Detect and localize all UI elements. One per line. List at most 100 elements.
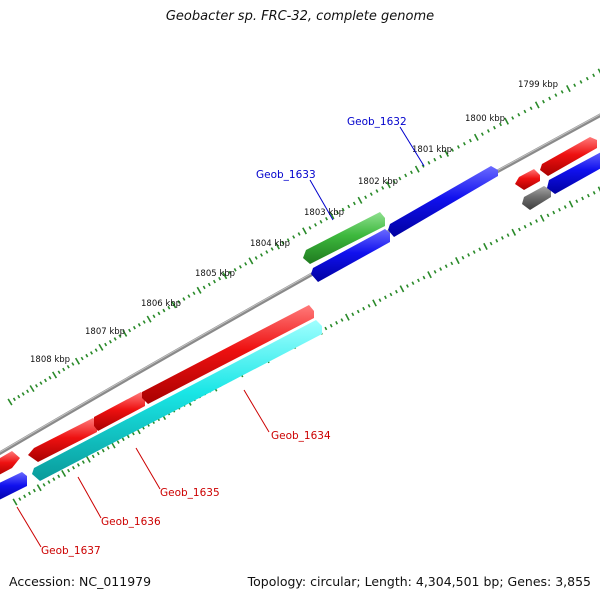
ruler-tick <box>85 455 91 463</box>
ruler-tick <box>122 329 128 337</box>
ruler-tick <box>356 309 360 314</box>
ruler-tick <box>504 117 509 125</box>
ruler-tick <box>399 285 405 293</box>
ruler-tick <box>467 253 471 257</box>
ruler-tick <box>27 491 31 496</box>
ruler-tick <box>367 304 371 308</box>
ruler-tick <box>511 228 517 236</box>
ruler-tick <box>21 392 25 396</box>
ruler-tick <box>529 106 533 111</box>
ruler-tick <box>398 176 402 181</box>
ruler-tick <box>421 164 425 168</box>
ruler-tick <box>506 233 510 237</box>
leader-line <box>77 476 102 519</box>
ruler-tick <box>385 181 391 189</box>
ruler-tick <box>468 138 472 143</box>
kbp-label: 1805 kbp <box>195 269 235 279</box>
ruler-tick <box>422 275 426 280</box>
gene-label-geob-1633[interactable]: Geob_1633 <box>256 169 316 181</box>
ruler-tick <box>529 222 533 226</box>
outer-kbp-ruler <box>7 68 600 406</box>
ruler-tick <box>12 397 16 402</box>
ruler-tick <box>286 238 290 242</box>
ruler-tick <box>66 364 70 369</box>
ruler-tick <box>417 278 420 283</box>
ruler-tick <box>260 253 263 257</box>
ruler-tick <box>142 320 146 324</box>
ruler-tick <box>162 308 166 313</box>
accession-text: Accession: NC_011979 <box>9 574 152 589</box>
ruler-tick <box>480 132 484 136</box>
gene-arrow-red <box>94 392 145 431</box>
ruler-tick <box>182 297 186 301</box>
reverse-strand-genes <box>0 152 600 500</box>
ruler-tick <box>71 465 75 470</box>
ruler-tick <box>91 454 95 459</box>
ruler-tick <box>586 193 590 198</box>
ruler-tick <box>411 281 415 285</box>
ruler-tick <box>486 129 490 133</box>
ruler-tick <box>433 157 437 162</box>
genome-backbone <box>0 113 600 456</box>
ruler-tick <box>23 494 27 499</box>
ruler-tick <box>500 236 504 240</box>
ruler-tick <box>548 96 552 101</box>
gene-label-geob-1637[interactable]: Geob_1637 <box>41 545 101 557</box>
ruler-tick <box>52 371 58 379</box>
gene-arrow-red <box>28 418 97 462</box>
ruler-tick <box>535 219 538 223</box>
ruler-tick <box>61 469 67 477</box>
gene-arrow-red <box>142 305 314 404</box>
ruler-tick <box>362 306 366 311</box>
ruler-tick <box>345 313 350 321</box>
ruler-tick <box>579 80 583 84</box>
ruler-tick <box>177 300 181 304</box>
ruler-tick <box>392 179 396 184</box>
ruler-tick <box>297 232 301 236</box>
ruler-tick <box>444 149 450 157</box>
ruler-tick <box>563 205 567 209</box>
leader-line <box>309 179 334 221</box>
ruler-tick <box>455 256 460 265</box>
ruler-tick <box>573 83 577 88</box>
ruler-tick <box>523 224 527 229</box>
ruler-tick <box>207 282 211 287</box>
ruler-tick <box>439 267 443 271</box>
kbp-labels: 1799 kbp 1800 kbp 1801 kbp 1802 kbp 1803… <box>30 80 558 365</box>
ruler-tick <box>29 385 35 393</box>
ruler-tick <box>132 325 136 330</box>
ruler-tick <box>389 292 393 297</box>
ruler-tick <box>552 210 556 215</box>
ruler-tick <box>450 261 454 266</box>
gene-arrow-blue <box>311 229 390 282</box>
kbp-label: 1799 kbp <box>518 80 558 90</box>
ruler-tick <box>275 242 280 250</box>
ruler-tick <box>67 468 71 473</box>
ruler-tick <box>187 294 191 298</box>
ruler-tick <box>98 343 104 351</box>
gene-label-geob-1636[interactable]: Geob_1636 <box>101 516 161 528</box>
gene-label-geob-1632[interactable]: Geob_1632 <box>347 116 407 128</box>
ruler-tick <box>71 362 75 366</box>
gene-arrow-blue <box>547 152 600 194</box>
ruler-tick <box>568 200 574 208</box>
ruler-tick <box>495 238 499 243</box>
ruler-tick <box>265 250 269 254</box>
gene-arrow-red <box>0 451 20 475</box>
ruler-tick <box>212 279 216 284</box>
ruler-tick <box>554 93 558 97</box>
gene-arrow-blue <box>0 472 27 500</box>
gene-label-geob-1635[interactable]: Geob_1635 <box>160 487 220 499</box>
ruler-tick <box>597 68 600 74</box>
ruler-tick <box>394 289 398 294</box>
ruler-tick <box>85 353 89 358</box>
ruler-tick <box>329 323 333 328</box>
ruler-tick <box>329 212 335 220</box>
gene-label-geob-1634[interactable]: Geob_1634 <box>271 430 331 442</box>
ruler-tick <box>597 186 600 192</box>
ruler-tick <box>472 250 476 254</box>
ruler-tick <box>560 90 564 94</box>
ruler-tick <box>292 235 296 239</box>
ruler-tick <box>369 192 373 196</box>
kbp-label: 1802 kbp <box>358 177 398 187</box>
